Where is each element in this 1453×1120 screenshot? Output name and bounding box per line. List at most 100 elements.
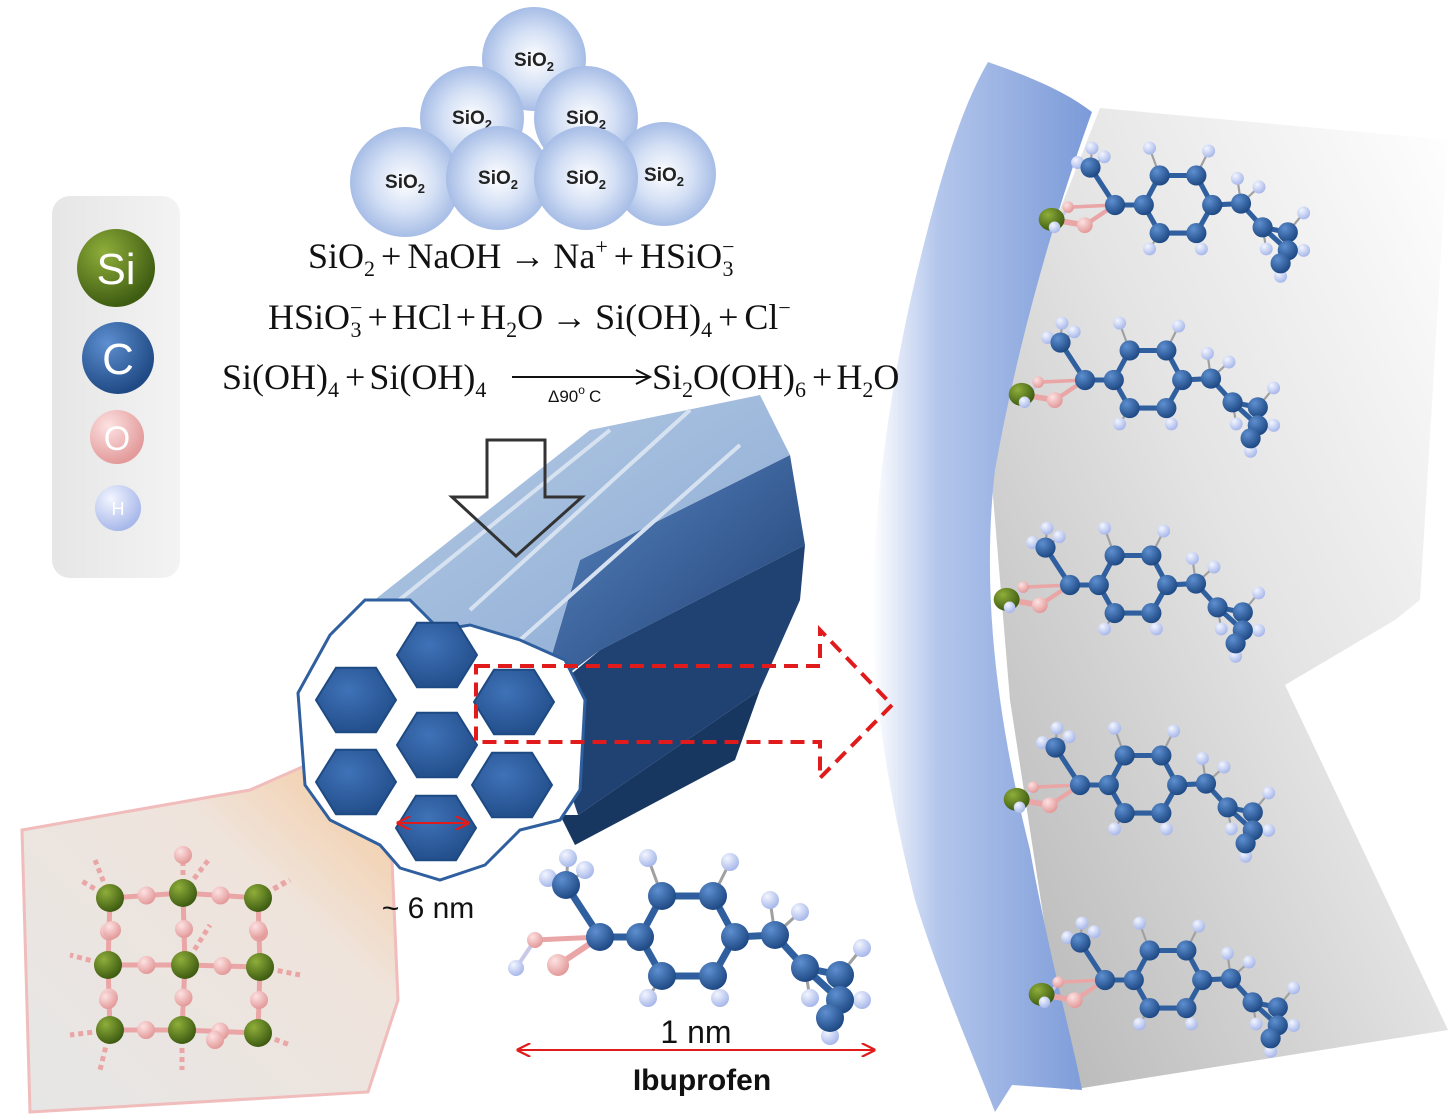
- c-atom: [1059, 574, 1081, 596]
- h-atom: [1085, 141, 1099, 155]
- c-atom: [1035, 537, 1056, 558]
- h-atom: [1048, 221, 1061, 234]
- si-atom: [244, 884, 272, 912]
- column-side-upper: [540, 455, 805, 695]
- o-atom: [213, 957, 232, 975]
- c-atom: [1149, 223, 1170, 244]
- legend-h-label: H: [112, 499, 125, 519]
- h-atom: [1274, 269, 1288, 283]
- svg-text:SiO2: SiO2: [566, 108, 606, 132]
- h-atom: [1267, 418, 1281, 432]
- h-atom: [1242, 955, 1256, 969]
- c-atom: [1094, 969, 1116, 991]
- c-atom: [1074, 369, 1096, 391]
- o-atom: [1062, 201, 1074, 213]
- h-atom: [1038, 996, 1051, 1009]
- column-ridge: [370, 428, 612, 624]
- c-atom: [1242, 802, 1263, 823]
- equation-3: Si(OH)4 + Si(OH)4: [222, 357, 486, 402]
- h-atom: [1217, 760, 1231, 774]
- si-atom: [96, 1016, 124, 1044]
- h-atom: [1108, 721, 1122, 735]
- pore-hexagon: [395, 621, 479, 689]
- svg-text:SiO2: SiO2: [566, 168, 606, 192]
- c-atom: [1225, 633, 1246, 654]
- c-atom: [1220, 968, 1242, 989]
- h-atom: [1229, 649, 1243, 663]
- h-atom: [1194, 242, 1208, 256]
- c-atom: [1070, 932, 1091, 953]
- sio2-sphere: SiO2: [534, 126, 638, 230]
- h-atom: [1062, 730, 1076, 744]
- h-atom: [1003, 601, 1016, 614]
- h-atom: [711, 989, 729, 1007]
- c-atom: [1098, 774, 1119, 796]
- dangling-bond: [92, 859, 113, 899]
- attached-ibuprofen: [1028, 916, 1301, 1058]
- h-atom: [1172, 319, 1186, 333]
- o-atom: [527, 932, 543, 948]
- c-atom: [1045, 737, 1066, 758]
- si-atom: [96, 884, 124, 912]
- h-atom: [1167, 724, 1181, 738]
- si-atom-icon: [77, 229, 155, 307]
- h-atom: [1262, 823, 1276, 837]
- h-atom: [1220, 946, 1234, 960]
- si-atom: [94, 951, 122, 979]
- c-atom: [1149, 165, 1170, 186]
- h-atom: [1185, 551, 1199, 565]
- silica-membrane: [872, 62, 1092, 1112]
- legend-si: Si: [77, 229, 155, 307]
- si-atom: [171, 951, 199, 979]
- h-atom: [1184, 1017, 1198, 1031]
- h-atom: [1207, 560, 1221, 574]
- c-atom: [1192, 969, 1213, 991]
- c-atom: [1232, 602, 1253, 623]
- h-atom: [1222, 355, 1236, 369]
- o-atom: [1076, 217, 1093, 234]
- sio2-sphere: SiO2: [446, 126, 550, 230]
- equation-1: SiO2 + NaOH → Na+ + HSiO− 3: [308, 234, 735, 281]
- c-atom: [826, 961, 854, 989]
- h-atom: [1040, 521, 1054, 535]
- h-atom: [721, 853, 739, 871]
- column-ridge: [518, 443, 742, 642]
- pore-size-label: ~ 6 nm: [382, 892, 475, 925]
- molecule-name: Ibuprofen: [633, 1064, 771, 1097]
- pore-hexagon: [470, 751, 554, 819]
- c-atom: [648, 962, 676, 990]
- h-atom: [508, 960, 524, 976]
- h-atom: [1297, 206, 1311, 220]
- down-arrow-icon: [448, 438, 586, 559]
- pore-hexagon: [314, 748, 398, 816]
- o-atom: [249, 921, 267, 939]
- c-atom: [1119, 398, 1140, 419]
- dangling-bond: [97, 1029, 113, 1071]
- c-atom: [816, 1004, 844, 1032]
- column-side-bottom: [560, 690, 760, 845]
- c-atom: [1139, 998, 1160, 1019]
- o-atom: [137, 886, 156, 905]
- o-atom: [1046, 392, 1063, 409]
- legend-c: C: [82, 322, 154, 394]
- o-atom: [1066, 992, 1083, 1009]
- h-atom: [1098, 622, 1112, 636]
- h-atom: [1055, 316, 1069, 330]
- o-atom: [1027, 781, 1039, 793]
- pore-hexagon: [314, 666, 398, 734]
- c-atom: [1230, 193, 1252, 214]
- o-atom: [175, 920, 193, 938]
- c-atom: [1176, 998, 1197, 1019]
- h-atom: [1224, 822, 1238, 836]
- o-atom: [174, 846, 192, 864]
- c-atom: [1141, 545, 1162, 566]
- dangling-bond: [69, 1027, 111, 1038]
- h-atom: [1087, 925, 1101, 939]
- c-atom: [1185, 573, 1207, 594]
- c-atom: [1277, 222, 1298, 243]
- c-atom: [1186, 223, 1207, 244]
- c-atom: [791, 954, 819, 982]
- red-dashed-arrow: [474, 625, 895, 783]
- c-atom: [1207, 597, 1228, 618]
